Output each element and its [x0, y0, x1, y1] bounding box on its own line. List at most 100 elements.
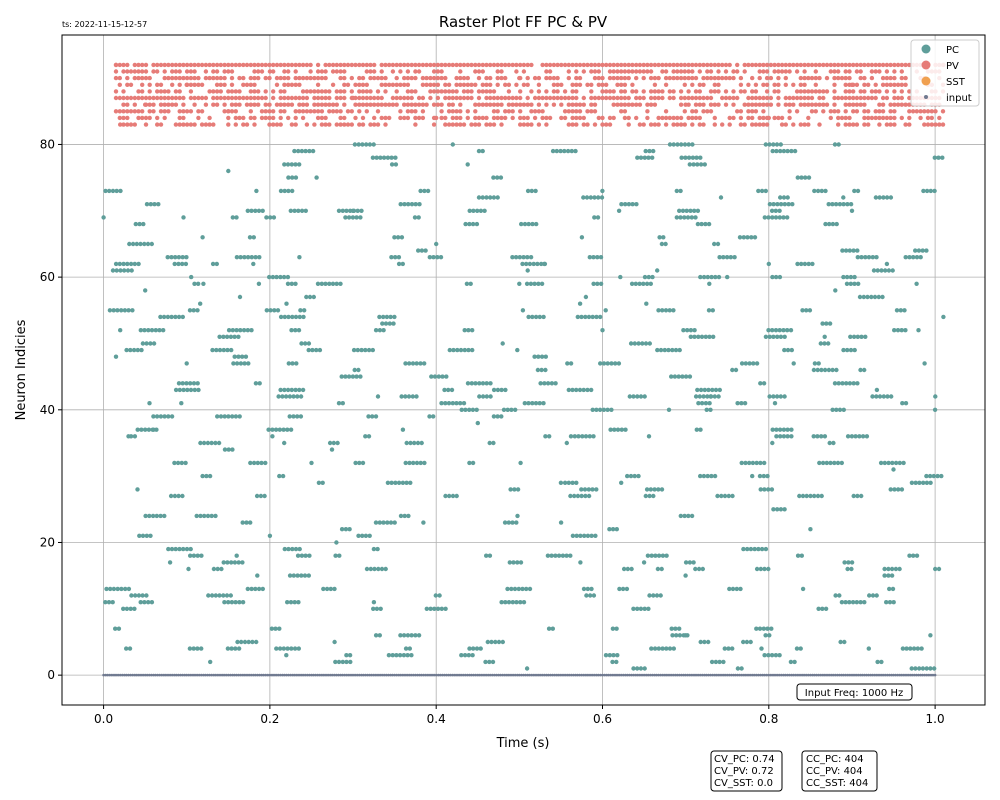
spike-pv — [439, 89, 444, 94]
spike-pc — [660, 553, 666, 558]
spike-pc — [633, 281, 638, 286]
spike-pc — [176, 381, 182, 386]
spike-pc — [689, 215, 694, 220]
spike-pv — [622, 109, 628, 114]
spike-pv — [806, 95, 811, 101]
spike-pv — [701, 95, 706, 101]
spike-pv — [278, 95, 283, 101]
spike-pv — [540, 109, 545, 114]
spike-pc — [226, 168, 231, 174]
spike-pc — [867, 593, 872, 598]
spike-pv — [888, 62, 893, 68]
spike-pc — [135, 487, 140, 492]
spike-pv — [304, 95, 310, 101]
spike-pc — [209, 513, 214, 519]
spike-pv — [723, 102, 729, 107]
spike-pc — [468, 281, 473, 286]
spike-input — [856, 673, 860, 677]
spike-input — [399, 673, 403, 677]
spike-pc — [577, 387, 583, 393]
spike-pc — [564, 440, 569, 446]
spike-pc — [735, 666, 741, 671]
spike-pc — [221, 593, 226, 598]
spike-pv — [551, 89, 557, 94]
spike-input — [243, 673, 247, 677]
spike-pc — [114, 188, 119, 194]
spike-pv — [214, 75, 220, 81]
spike-pc — [213, 593, 218, 598]
spike-input — [790, 673, 793, 677]
spike-pv — [259, 115, 265, 121]
spike-pv — [113, 75, 119, 81]
spike-pc — [113, 626, 118, 631]
spike-pc — [378, 155, 383, 160]
spike-pv — [319, 115, 325, 121]
spike-pc — [635, 666, 640, 671]
spike-pv — [409, 95, 414, 101]
spike-pc — [477, 394, 482, 399]
spike-pc — [125, 261, 130, 267]
spike-pv — [637, 69, 643, 74]
spike-pv — [663, 62, 669, 68]
spike-pc — [535, 367, 541, 373]
spike-input — [628, 673, 631, 677]
spike-pv — [431, 62, 437, 68]
spike-pc — [656, 646, 661, 651]
spike-pv — [203, 62, 209, 68]
spike-pc — [678, 188, 683, 194]
spike-pv — [824, 75, 830, 81]
spike-pc — [465, 381, 471, 386]
spike-pc — [495, 387, 501, 393]
spike-pv — [705, 62, 710, 68]
spike-pc — [242, 361, 247, 366]
spike-pv — [315, 75, 321, 81]
spike-input — [630, 673, 633, 677]
spike-pv — [488, 89, 493, 94]
spike-pv — [297, 75, 302, 81]
spike-pc — [541, 401, 546, 406]
spike-pc — [708, 407, 713, 412]
spike-pc — [484, 195, 489, 200]
spike-pc — [613, 361, 618, 366]
spike-pc — [855, 248, 860, 253]
spike-pc — [533, 401, 539, 406]
spike-pv — [802, 95, 807, 101]
spike-pv — [766, 115, 771, 121]
spike-pv — [510, 102, 515, 107]
spike-input — [524, 673, 527, 677]
spike-pc — [381, 314, 386, 320]
spike-pv — [199, 82, 205, 88]
spike-pc — [192, 281, 197, 286]
spike-pv — [663, 122, 669, 127]
spike-pc — [771, 507, 776, 512]
spike-pv — [720, 122, 725, 127]
spike-pc — [158, 414, 164, 419]
spike-pv — [121, 122, 126, 127]
spike-pv — [634, 89, 639, 94]
spike-pv — [372, 115, 377, 121]
spike-pc — [754, 566, 760, 572]
spike-pv — [300, 89, 306, 94]
spike-pc — [777, 208, 782, 213]
spike-pc — [899, 328, 904, 333]
spike-pc — [698, 387, 704, 393]
spike-pv — [562, 62, 568, 68]
spike-input — [231, 673, 234, 677]
spike-pc — [876, 294, 881, 300]
spike-pv — [746, 102, 751, 107]
spike-pv — [495, 115, 500, 121]
spike-input — [358, 673, 361, 677]
spike-pv — [368, 89, 373, 94]
spike-pv — [888, 82, 893, 88]
spike-pv — [585, 122, 590, 127]
spike-pc — [219, 566, 224, 572]
spike-pv — [652, 95, 658, 101]
spike-input — [846, 673, 850, 677]
spike-pc — [837, 407, 843, 412]
spike-pc — [231, 361, 236, 366]
spike-pv — [155, 95, 160, 101]
spike-pv — [439, 115, 444, 121]
spike-pv — [873, 82, 878, 88]
spike-pv — [293, 82, 298, 88]
spike-pc — [303, 341, 308, 346]
